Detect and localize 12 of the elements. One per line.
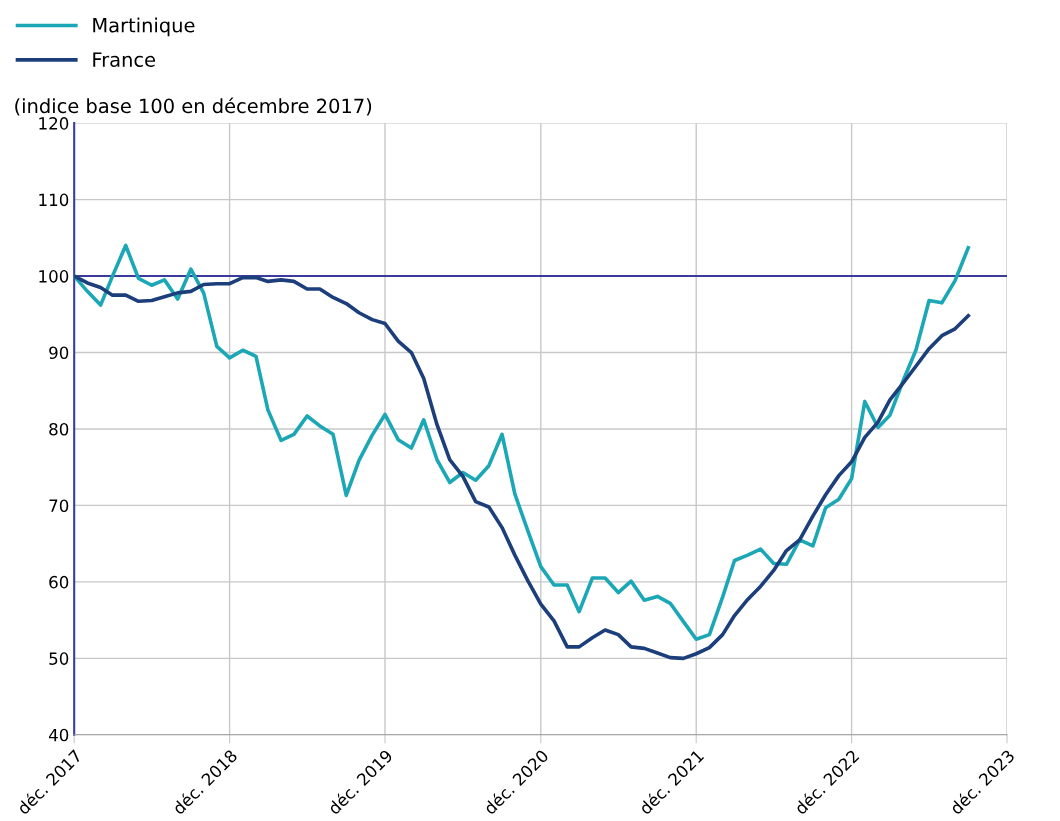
y-axis-title: (indice base 100 en décembre 2017) xyxy=(15,97,372,116)
y-tick-label: 90 xyxy=(49,346,69,360)
legend-label: France xyxy=(93,52,156,67)
y-tick-label: 70 xyxy=(49,499,69,512)
y-tick-label: 120 xyxy=(39,117,69,130)
legend-label: Martinique xyxy=(93,17,195,37)
y-tick-label: 40 xyxy=(48,728,69,742)
y-tick-label: 100 xyxy=(39,270,69,283)
y-tick-label: 60 xyxy=(49,575,69,589)
y-tick-label: 50 xyxy=(49,652,69,665)
y-tick-label: 80 xyxy=(49,422,69,436)
y-tick-label: 110 xyxy=(39,193,69,207)
